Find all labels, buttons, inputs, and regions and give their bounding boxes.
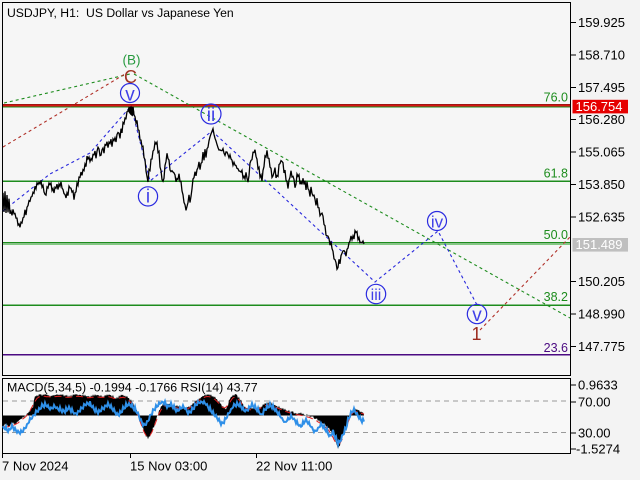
svg-text:23.6: 23.6 xyxy=(544,341,568,355)
svg-text:7 Nov 2024: 7 Nov 2024 xyxy=(2,459,69,474)
svg-text:76.0: 76.0 xyxy=(544,91,568,105)
svg-text:v: v xyxy=(472,305,482,326)
svg-text:iv: iv xyxy=(431,213,444,232)
svg-text:152.635: 152.635 xyxy=(578,209,625,224)
svg-text:i: i xyxy=(146,187,150,208)
svg-text:153.850: 153.850 xyxy=(578,177,625,192)
svg-text:USDJPY, H1: US Dollar vs Japa: USDJPY, H1: US Dollar vs Japanese Yen xyxy=(7,6,234,20)
svg-text:v: v xyxy=(125,85,135,106)
svg-text:C: C xyxy=(124,67,137,87)
svg-text:-1.5274: -1.5274 xyxy=(576,442,620,457)
svg-text:70.00: 70.00 xyxy=(578,394,611,409)
svg-text:61.8: 61.8 xyxy=(544,167,568,181)
svg-text:150.205: 150.205 xyxy=(578,274,625,289)
svg-text:ii: ii xyxy=(207,105,215,126)
svg-text:MACD(5,34,5) -0.1994 -0.1766 R: MACD(5,34,5) -0.1994 -0.1766 RSI(14) 43.… xyxy=(7,380,258,394)
svg-text:155.065: 155.065 xyxy=(578,145,625,160)
svg-text:148.990: 148.990 xyxy=(578,307,625,322)
svg-text:156.280: 156.280 xyxy=(578,112,625,127)
svg-text:22 Nov 11:00: 22 Nov 11:00 xyxy=(256,459,332,474)
svg-text:1: 1 xyxy=(471,324,481,344)
svg-text:30.00: 30.00 xyxy=(578,425,611,440)
svg-text:38.2: 38.2 xyxy=(544,290,568,304)
svg-text:0.9633: 0.9633 xyxy=(578,378,618,393)
svg-text:(B): (B) xyxy=(123,53,141,68)
svg-text:147.775: 147.775 xyxy=(578,339,625,354)
svg-text:157.495: 157.495 xyxy=(578,80,625,95)
svg-text:50.0: 50.0 xyxy=(544,228,568,242)
svg-text:158.710: 158.710 xyxy=(578,47,625,62)
svg-text:151.489: 151.489 xyxy=(576,237,623,252)
svg-text:156.754: 156.754 xyxy=(576,99,623,114)
svg-text:15 Nov 03:00: 15 Nov 03:00 xyxy=(130,459,207,474)
svg-text:iii: iii xyxy=(371,287,382,304)
svg-text:159.925: 159.925 xyxy=(578,15,625,30)
